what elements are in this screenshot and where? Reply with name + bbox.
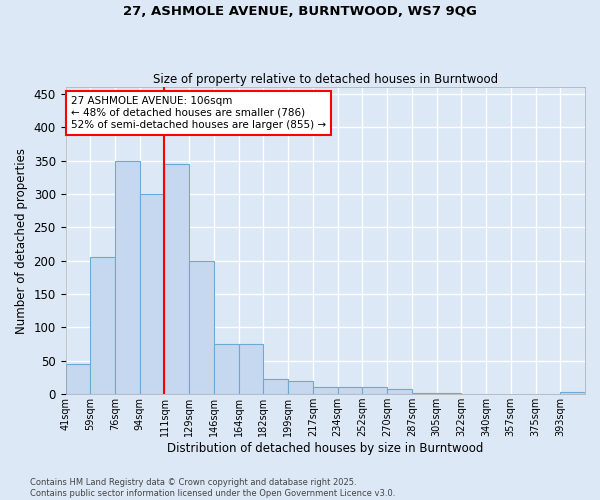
Bar bbox=[338, 388, 362, 394]
Bar bbox=[65, 364, 90, 394]
Y-axis label: Number of detached properties: Number of detached properties bbox=[15, 148, 28, 334]
Bar bbox=[362, 388, 387, 394]
Bar bbox=[288, 381, 313, 394]
Bar bbox=[140, 194, 164, 394]
Bar bbox=[115, 160, 140, 394]
Bar bbox=[437, 393, 461, 394]
Bar bbox=[560, 392, 585, 394]
Bar bbox=[239, 344, 263, 394]
X-axis label: Distribution of detached houses by size in Burntwood: Distribution of detached houses by size … bbox=[167, 442, 484, 455]
Text: 27 ASHMOLE AVENUE: 106sqm
← 48% of detached houses are smaller (786)
52% of semi: 27 ASHMOLE AVENUE: 106sqm ← 48% of detac… bbox=[71, 96, 326, 130]
Bar bbox=[313, 388, 338, 394]
Bar bbox=[164, 164, 189, 394]
Bar bbox=[214, 344, 239, 394]
Bar bbox=[412, 393, 437, 394]
Bar bbox=[387, 389, 412, 394]
Text: 27, ASHMOLE AVENUE, BURNTWOOD, WS7 9QG: 27, ASHMOLE AVENUE, BURNTWOOD, WS7 9QG bbox=[123, 5, 477, 18]
Bar bbox=[189, 260, 214, 394]
Bar bbox=[90, 258, 115, 394]
Text: Contains HM Land Registry data © Crown copyright and database right 2025.
Contai: Contains HM Land Registry data © Crown c… bbox=[30, 478, 395, 498]
Title: Size of property relative to detached houses in Burntwood: Size of property relative to detached ho… bbox=[153, 73, 498, 86]
Bar bbox=[263, 380, 288, 394]
